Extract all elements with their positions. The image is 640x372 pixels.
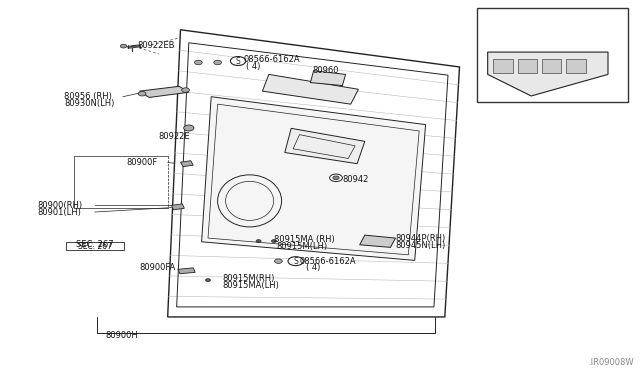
Text: 80900(RH): 80900(RH) [37, 201, 83, 210]
Text: 80901(LH): 80901(LH) [37, 208, 81, 217]
Circle shape [184, 125, 194, 131]
Circle shape [330, 174, 342, 182]
FancyBboxPatch shape [518, 59, 537, 73]
Text: .IR09008W: .IR09008W [588, 358, 634, 367]
Polygon shape [285, 128, 365, 164]
Text: 80945N(LH): 80945N(LH) [396, 241, 446, 250]
Text: 80956 (RH): 80956 (RH) [64, 92, 112, 101]
Polygon shape [310, 71, 346, 86]
Text: 08566-6162A: 08566-6162A [300, 257, 356, 266]
Text: 80900H: 80900H [106, 331, 138, 340]
Circle shape [138, 92, 146, 96]
FancyBboxPatch shape [66, 242, 124, 250]
Text: 80960: 80960 [312, 66, 339, 75]
Circle shape [288, 257, 303, 266]
Circle shape [333, 176, 339, 180]
Polygon shape [168, 30, 460, 317]
Circle shape [275, 259, 282, 263]
Circle shape [205, 279, 211, 282]
Circle shape [230, 57, 246, 65]
Text: 80915MA(LH): 80915MA(LH) [223, 281, 280, 290]
Polygon shape [180, 161, 193, 167]
Text: 80930N(LH): 80930N(LH) [64, 99, 115, 108]
Polygon shape [172, 204, 184, 210]
Text: 80922EB: 80922EB [138, 41, 175, 50]
Text: 80961(LH): 80961(LH) [531, 25, 579, 34]
Circle shape [195, 60, 202, 65]
FancyBboxPatch shape [493, 59, 513, 73]
Text: SEC. 267: SEC. 267 [77, 242, 112, 251]
Text: 80915MA (RH): 80915MA (RH) [274, 235, 335, 244]
Text: 80922E: 80922E [159, 132, 190, 141]
Text: 80900F: 80900F [127, 158, 158, 167]
Text: ( 4): ( 4) [246, 62, 260, 71]
Circle shape [182, 88, 189, 92]
Polygon shape [262, 74, 358, 104]
Circle shape [214, 60, 221, 65]
Polygon shape [360, 235, 396, 247]
FancyBboxPatch shape [542, 59, 561, 73]
FancyBboxPatch shape [477, 8, 628, 102]
FancyBboxPatch shape [566, 59, 586, 73]
Polygon shape [178, 268, 195, 274]
Text: 08566-6162A: 08566-6162A [243, 55, 300, 64]
Text: S: S [293, 257, 298, 266]
Circle shape [120, 44, 127, 48]
Text: 80915M(RH): 80915M(RH) [223, 275, 275, 283]
Text: ( 4): ( 4) [306, 263, 320, 272]
Text: S: S [236, 57, 241, 65]
Polygon shape [488, 52, 608, 96]
Text: 80915M(LH): 80915M(LH) [276, 242, 328, 251]
Text: 80900FA: 80900FA [140, 263, 176, 272]
Text: 80944P(RH): 80944P(RH) [396, 234, 446, 243]
Circle shape [271, 240, 276, 243]
Polygon shape [95, 243, 114, 249]
Text: SEC. 267: SEC. 267 [76, 240, 113, 249]
Polygon shape [140, 86, 189, 97]
Text: 80942: 80942 [342, 175, 369, 184]
Circle shape [256, 240, 261, 243]
Polygon shape [202, 97, 426, 260]
